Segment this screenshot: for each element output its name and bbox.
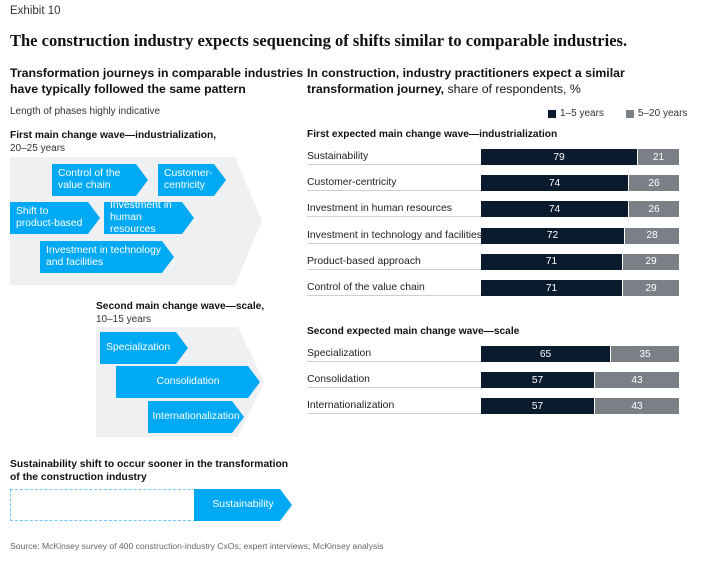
row-divider bbox=[307, 242, 481, 244]
source-note: Source: McKinsey survey of 400 construct… bbox=[10, 541, 384, 551]
bar-segment-5-20-years: 43 bbox=[595, 398, 679, 415]
wave2-subtitle: 10–15 years bbox=[96, 314, 152, 325]
wave2-item-internationalization: Internationalization bbox=[148, 401, 244, 433]
bar-segment-1-5-years: 79 bbox=[481, 149, 637, 165]
wave1-item-control: Control of the value chain bbox=[52, 164, 148, 196]
bar-label: Specialization bbox=[307, 348, 372, 359]
wave1-item-technology-line1: Investment in technology bbox=[46, 245, 161, 256]
wave1-item-customer-line2: centricity bbox=[164, 180, 205, 191]
bar-label: Product-based approach bbox=[307, 255, 421, 267]
bar-segment-1-5-years: 57 bbox=[481, 372, 594, 389]
bar-segment-1-5-years: 74 bbox=[481, 201, 628, 218]
wave1-item-product-line1: Shift to bbox=[16, 206, 49, 217]
bar-label: Internationalization bbox=[307, 400, 395, 412]
row-divider bbox=[307, 190, 481, 192]
wave1-item-human: Investment in human resources bbox=[104, 202, 194, 234]
wave1-item-product-line2: product-based bbox=[16, 218, 83, 229]
bar-label: Consolidation bbox=[307, 374, 370, 386]
bar-segment-5-20-years: 26 bbox=[629, 201, 679, 218]
bar-label: Sustainability bbox=[307, 151, 369, 162]
legend-label-2: 5–20 years bbox=[637, 108, 688, 119]
bar-segment-1-5-years: 74 bbox=[481, 175, 628, 192]
row-divider bbox=[307, 295, 481, 296]
headline: The construction industry expects sequen… bbox=[10, 31, 628, 50]
row-divider bbox=[307, 268, 481, 270]
row-divider bbox=[307, 413, 481, 415]
group2-title: Second expected main change wave—scale bbox=[307, 326, 520, 337]
bar-label: Investment in human resources bbox=[307, 203, 452, 215]
row-divider bbox=[307, 387, 481, 389]
bar-segment-5-20-years: 35 bbox=[611, 346, 679, 362]
right-heading: In construction, industry practitioners … bbox=[307, 65, 625, 97]
row-divider bbox=[307, 164, 481, 165]
legend: 1–5 years 5–20 years bbox=[548, 108, 687, 119]
wave1-item-human-line2: human resources bbox=[110, 212, 156, 235]
bar-segment-5-20-years: 26 bbox=[629, 175, 679, 192]
bar-segment-1-5-years: 72 bbox=[481, 227, 624, 244]
wave1-item-customer: Customer-centricity bbox=[158, 164, 226, 196]
sustainability-heading-line1: Sustainability shift to occur sooner in … bbox=[10, 459, 289, 470]
wave1-item-control-line2: value chain bbox=[58, 180, 111, 191]
left-heading: Transformation journeys in comparable in… bbox=[10, 65, 303, 97]
phase-note: Length of phases highly indicative bbox=[10, 106, 161, 117]
bar-segment-1-5-years: 65 bbox=[481, 346, 610, 362]
left-heading-line1: Transformation journeys in comparable in… bbox=[10, 66, 304, 80]
right-heading-line1: In construction, industry practitioners … bbox=[307, 66, 625, 80]
bar-segment-5-20-years: 43 bbox=[595, 372, 679, 389]
exhibit-label: Exhibit 10 bbox=[10, 5, 61, 17]
bar-segment-5-20-years: 21 bbox=[638, 149, 679, 165]
right-heading-rest: share of respondents, % bbox=[444, 82, 581, 96]
wave1-title: First main change wave—industrialization… bbox=[10, 130, 217, 141]
wave2-title: Second main change wave—scale, bbox=[96, 301, 265, 312]
legend-swatch-1 bbox=[548, 109, 556, 118]
bar-segment-1-5-years: 57 bbox=[481, 398, 594, 415]
right-heading-bold: transformation journey, bbox=[307, 82, 445, 96]
wave1-item-technology: Investment in technology and facilities bbox=[40, 241, 174, 273]
bar-segment-5-20-years: 29 bbox=[623, 280, 679, 296]
bar-segment-5-20-years: 29 bbox=[623, 253, 679, 270]
wave1-item-technology-line2: and facilities bbox=[46, 257, 104, 268]
bar-label: Investment in technology and facilities bbox=[307, 229, 483, 241]
sustainability-item: Sustainability bbox=[194, 489, 292, 521]
legend-label-1: 1–5 years bbox=[560, 108, 604, 119]
bar-label: Customer-centricity bbox=[307, 177, 397, 189]
wave2-item-consolidation: Consolidation bbox=[116, 366, 260, 398]
row-divider bbox=[307, 361, 481, 362]
sustainability-heading: Sustainability shift to occur sooner in … bbox=[10, 458, 288, 484]
wave1-item-control-line1: Control of the bbox=[58, 168, 121, 179]
bar-label: Control of the value chain bbox=[307, 282, 425, 293]
bar-segment-1-5-years: 71 bbox=[481, 253, 622, 270]
wave1-item-customer-line1: Customer- bbox=[164, 168, 213, 179]
group1-title: First expected main change wave—industri… bbox=[307, 129, 558, 140]
wave1-item-human-line1: Investment in bbox=[110, 200, 172, 211]
bar-segment-1-5-years: 71 bbox=[481, 280, 622, 296]
left-heading-line2: have typically followed the same pattern bbox=[10, 82, 246, 96]
bar-segment-5-20-years: 28 bbox=[625, 227, 679, 244]
legend-swatch-2 bbox=[625, 109, 634, 118]
wave1-subtitle: 20–25 years bbox=[10, 143, 66, 154]
wave2-item-specialization: Specialization bbox=[100, 332, 188, 364]
sustainability-heading-line2: of the construction industry bbox=[10, 472, 147, 483]
wave1-item-product: Shift to product-based bbox=[10, 202, 100, 234]
row-divider bbox=[307, 216, 481, 218]
